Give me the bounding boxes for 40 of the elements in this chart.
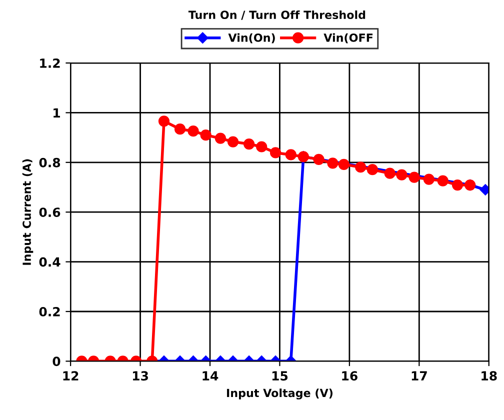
point [243,138,255,150]
legend-label: Vin(On) [228,33,275,44]
point [396,169,408,180]
point [437,175,448,186]
y-tick-label: 1.2 [40,58,60,68]
y-axis-title: Input Current (A) [22,159,34,265]
point [384,168,396,179]
point [214,132,226,144]
point [355,162,366,173]
y-tick-label: 1 [54,108,60,118]
point [338,158,350,170]
point [452,179,464,191]
y-tick-label: 0 [52,356,60,366]
point [285,149,296,160]
x-axis-title: Input Voltage (V) [227,388,332,400]
point [408,172,420,183]
point [313,154,324,165]
x-tick-label: 18 [482,371,497,381]
x-tick-label: 14 [202,371,218,380]
point [174,124,186,135]
x-tick-label: 12 [63,371,78,380]
point [366,164,378,176]
x-tick-label: 16 [342,371,358,381]
x-tick-label: 13 [132,371,148,381]
point [200,130,212,141]
point [227,136,239,148]
point [256,141,268,152]
point [188,126,199,137]
point [327,158,338,169]
point [423,174,434,185]
chart-title: Turn On / Turn Off Threshold [188,10,366,20]
y-tick-label: 0.6 [39,208,60,218]
y-tick-label: 0.4 [39,257,60,267]
x-tick-label: 17 [412,371,427,380]
point [270,147,282,158]
x-tick-label: 15 [272,371,288,381]
legend-label: Vin(OFF [324,33,373,44]
point [158,116,170,127]
y-tick-label: 0.8 [39,158,60,168]
y-tick-label: 0.2 [39,306,60,316]
